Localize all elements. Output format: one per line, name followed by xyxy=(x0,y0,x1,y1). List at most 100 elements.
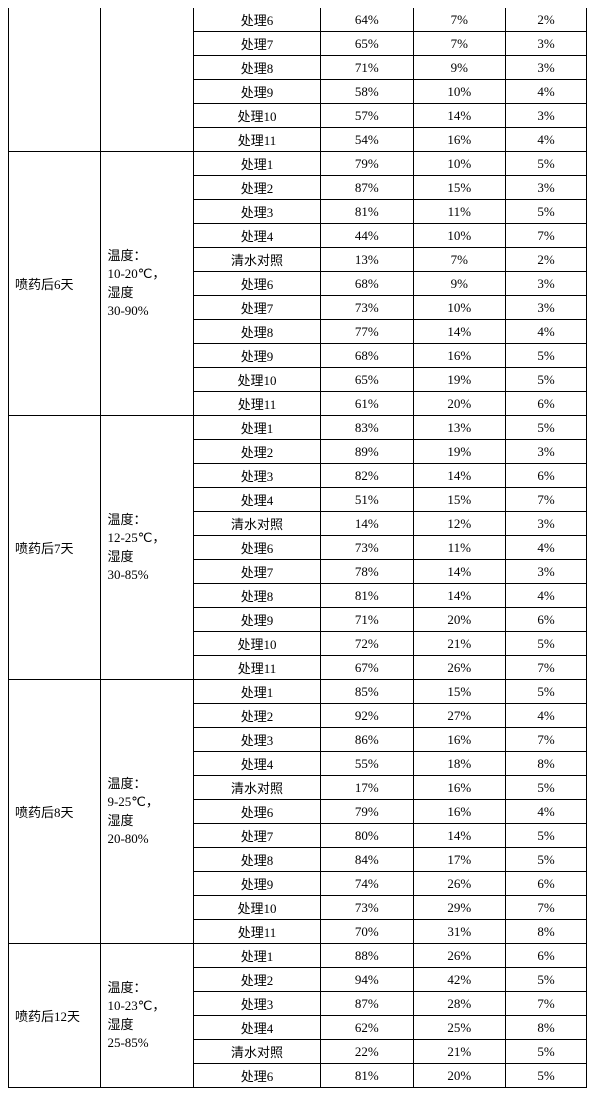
value-b-cell: 26% xyxy=(413,944,505,968)
value-b-cell: 7% xyxy=(413,8,505,32)
value-b-cell: 12% xyxy=(413,512,505,536)
value-a-cell: 81% xyxy=(321,1064,413,1088)
treatment-cell: 处理11 xyxy=(193,656,320,680)
value-a-cell: 67% xyxy=(321,656,413,680)
treatment-cell: 处理8 xyxy=(193,848,320,872)
value-a-cell: 78% xyxy=(321,560,413,584)
value-c-cell: 7% xyxy=(506,488,587,512)
value-a-cell: 64% xyxy=(321,8,413,32)
value-b-cell: 16% xyxy=(413,776,505,800)
treatment-cell: 处理9 xyxy=(193,872,320,896)
value-a-cell: 89% xyxy=(321,440,413,464)
value-a-cell: 79% xyxy=(321,152,413,176)
value-a-cell: 68% xyxy=(321,272,413,296)
treatment-cell: 处理6 xyxy=(193,800,320,824)
table-row: 喷药后8天温度：9-25℃，湿度20-80%处理185%15%5% xyxy=(9,680,587,704)
value-a-cell: 58% xyxy=(321,80,413,104)
value-a-cell: 70% xyxy=(321,920,413,944)
value-c-cell: 5% xyxy=(506,200,587,224)
value-b-cell: 7% xyxy=(413,248,505,272)
value-b-cell: 10% xyxy=(413,152,505,176)
treatment-cell: 处理1 xyxy=(193,152,320,176)
value-c-cell: 5% xyxy=(506,632,587,656)
table-row: 喷药后6天温度：10-20℃，湿度30-90%处理179%10%5% xyxy=(9,152,587,176)
condition-cell xyxy=(101,8,193,152)
value-b-cell: 16% xyxy=(413,344,505,368)
value-c-cell: 6% xyxy=(506,872,587,896)
value-a-cell: 73% xyxy=(321,536,413,560)
condition-cell: 温度：12-25℃，湿度30-85% xyxy=(101,416,193,680)
value-b-cell: 18% xyxy=(413,752,505,776)
treatment-cell: 清水对照 xyxy=(193,512,320,536)
value-b-cell: 19% xyxy=(413,440,505,464)
treatment-cell: 处理6 xyxy=(193,272,320,296)
treatment-cell: 处理7 xyxy=(193,296,320,320)
value-b-cell: 27% xyxy=(413,704,505,728)
value-c-cell: 7% xyxy=(506,656,587,680)
value-c-cell: 4% xyxy=(506,704,587,728)
condition-cell: 温度：10-23℃，湿度25-85% xyxy=(101,944,193,1088)
table-row: 处理664%7%2% xyxy=(9,8,587,32)
value-a-cell: 79% xyxy=(321,800,413,824)
treatment-cell: 处理3 xyxy=(193,200,320,224)
treatment-cell: 处理2 xyxy=(193,704,320,728)
treatment-cell: 处理7 xyxy=(193,824,320,848)
value-c-cell: 4% xyxy=(506,320,587,344)
value-c-cell: 5% xyxy=(506,848,587,872)
treatment-cell: 处理8 xyxy=(193,56,320,80)
table-row: 喷药后7天温度：12-25℃，湿度30-85%处理183%13%5% xyxy=(9,416,587,440)
value-c-cell: 5% xyxy=(506,1064,587,1088)
treatment-cell: 处理2 xyxy=(193,440,320,464)
value-b-cell: 42% xyxy=(413,968,505,992)
value-b-cell: 11% xyxy=(413,536,505,560)
treatment-cell: 处理3 xyxy=(193,464,320,488)
value-a-cell: 73% xyxy=(321,896,413,920)
value-b-cell: 16% xyxy=(413,800,505,824)
value-c-cell: 3% xyxy=(506,440,587,464)
treatment-cell: 处理4 xyxy=(193,224,320,248)
value-b-cell: 28% xyxy=(413,992,505,1016)
value-b-cell: 14% xyxy=(413,464,505,488)
value-a-cell: 72% xyxy=(321,632,413,656)
value-b-cell: 26% xyxy=(413,872,505,896)
value-a-cell: 84% xyxy=(321,848,413,872)
value-a-cell: 51% xyxy=(321,488,413,512)
value-c-cell: 3% xyxy=(506,104,587,128)
treatment-cell: 处理1 xyxy=(193,680,320,704)
treatment-cell: 处理4 xyxy=(193,488,320,512)
value-b-cell: 9% xyxy=(413,56,505,80)
value-a-cell: 73% xyxy=(321,296,413,320)
value-c-cell: 3% xyxy=(506,32,587,56)
value-c-cell: 4% xyxy=(506,536,587,560)
treatment-cell: 清水对照 xyxy=(193,776,320,800)
value-c-cell: 5% xyxy=(506,416,587,440)
value-a-cell: 88% xyxy=(321,944,413,968)
value-a-cell: 71% xyxy=(321,608,413,632)
value-a-cell: 55% xyxy=(321,752,413,776)
value-b-cell: 29% xyxy=(413,896,505,920)
treatment-cell: 处理11 xyxy=(193,128,320,152)
day-cell: 喷药后12天 xyxy=(9,944,101,1088)
value-c-cell: 5% xyxy=(506,968,587,992)
value-a-cell: 81% xyxy=(321,584,413,608)
value-c-cell: 7% xyxy=(506,896,587,920)
treatment-cell: 处理10 xyxy=(193,896,320,920)
value-a-cell: 85% xyxy=(321,680,413,704)
treatment-cell: 处理10 xyxy=(193,104,320,128)
data-table: 处理664%7%2%处理765%7%3%处理871%9%3%处理958%10%4… xyxy=(8,8,587,1088)
value-b-cell: 15% xyxy=(413,680,505,704)
value-b-cell: 14% xyxy=(413,320,505,344)
value-a-cell: 92% xyxy=(321,704,413,728)
value-b-cell: 26% xyxy=(413,656,505,680)
value-a-cell: 94% xyxy=(321,968,413,992)
value-a-cell: 87% xyxy=(321,176,413,200)
value-a-cell: 87% xyxy=(321,992,413,1016)
treatment-cell: 处理3 xyxy=(193,728,320,752)
value-a-cell: 71% xyxy=(321,56,413,80)
value-c-cell: 7% xyxy=(506,728,587,752)
value-c-cell: 4% xyxy=(506,584,587,608)
treatment-cell: 处理8 xyxy=(193,584,320,608)
value-a-cell: 65% xyxy=(321,32,413,56)
value-b-cell: 9% xyxy=(413,272,505,296)
day-cell: 喷药后8天 xyxy=(9,680,101,944)
